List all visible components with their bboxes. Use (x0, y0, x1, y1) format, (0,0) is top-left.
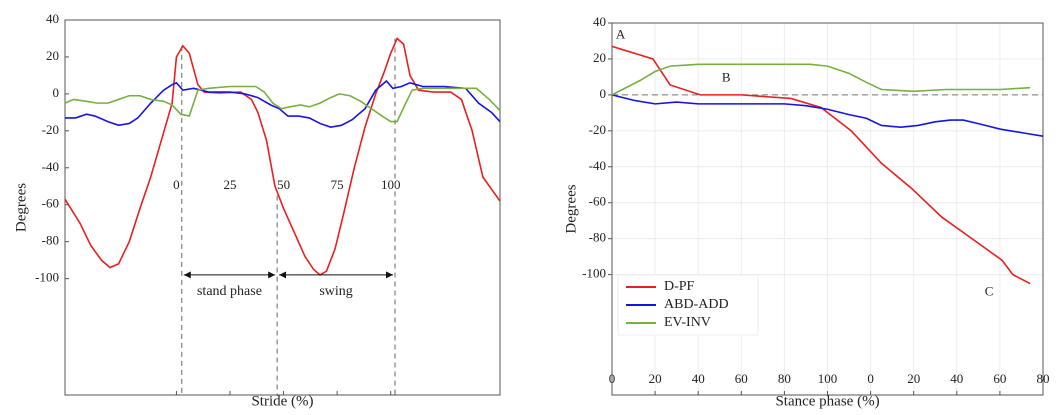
series-line (64, 85, 501, 123)
series-line (64, 37, 501, 276)
x-tick-label: 100 (818, 371, 838, 386)
x-tick-label: 0 (609, 371, 616, 386)
y-tick-label: 0 (600, 86, 607, 101)
y-tick-label: -100 (582, 266, 606, 281)
x-tick-label: 50 (277, 177, 290, 192)
series-line (65, 79, 501, 128)
series-line (611, 45, 1031, 285)
y-axis-label: Degrees (563, 184, 579, 233)
phase-label: stand phase (197, 284, 262, 299)
x-tick-label: 20 (649, 371, 662, 386)
x-tick-label: 40 (950, 371, 963, 386)
x-tick-label: 20 (907, 371, 920, 386)
y-tick-label: -60 (589, 194, 606, 209)
y-tick-label: -100 (35, 270, 59, 285)
y-tick-label: 20 (593, 50, 606, 65)
x-axis-label: Stance phase (%) (775, 393, 879, 409)
legend-label: EV-INV (664, 315, 711, 330)
x-tick-label: 0 (867, 371, 874, 386)
x-tick-label: 0 (173, 177, 180, 192)
axes-frame (64, 19, 501, 396)
y-tick-label: 40 (593, 14, 606, 29)
plot-area: 40 20 0 -20 -40 -60 -80 -100 0 25 50 75 100 stand pha… (35, 11, 501, 396)
legend-label: ABD-ADD (664, 297, 729, 312)
y-tick-label: -80 (42, 233, 59, 248)
phase-label: swing (319, 284, 352, 299)
annotation: B (722, 70, 731, 85)
y-axis-label: Degrees (13, 183, 29, 232)
x-tick-label: 25 (224, 177, 237, 192)
annotation: A (616, 27, 626, 42)
x-tick-label: 60 (735, 371, 748, 386)
x-tick-label: 80 (778, 371, 791, 386)
y-tick-label: -60 (42, 196, 59, 211)
y-tick-label: -40 (42, 159, 59, 174)
series-line (611, 63, 1031, 96)
y-tick-label: -80 (589, 230, 606, 245)
x-axis-label: Stride (%) (251, 393, 313, 409)
y-tick-label: -20 (42, 122, 59, 137)
x-tick-label: 40 (692, 371, 705, 386)
y-tick-label: -20 (589, 122, 606, 137)
annotation: C (985, 284, 994, 299)
x-tick-label: 80 (1037, 371, 1050, 386)
legend-label: D-PF (664, 279, 695, 294)
x-tick-label: 100 (381, 177, 401, 192)
y-tick-label: -40 (589, 158, 606, 173)
y-tick-label: 0 (53, 85, 60, 100)
plot-area: 40 20 0 -20 -40 -60 -80 -100 0 20 40 60 80 100 0 20 40 60… (582, 14, 1050, 396)
y-tick-label: 20 (46, 48, 59, 63)
y-tick-label: 40 (46, 11, 59, 26)
x-tick-label: 75 (331, 177, 344, 192)
series-line (611, 94, 1044, 138)
x-tick-label: 60 (993, 371, 1006, 386)
